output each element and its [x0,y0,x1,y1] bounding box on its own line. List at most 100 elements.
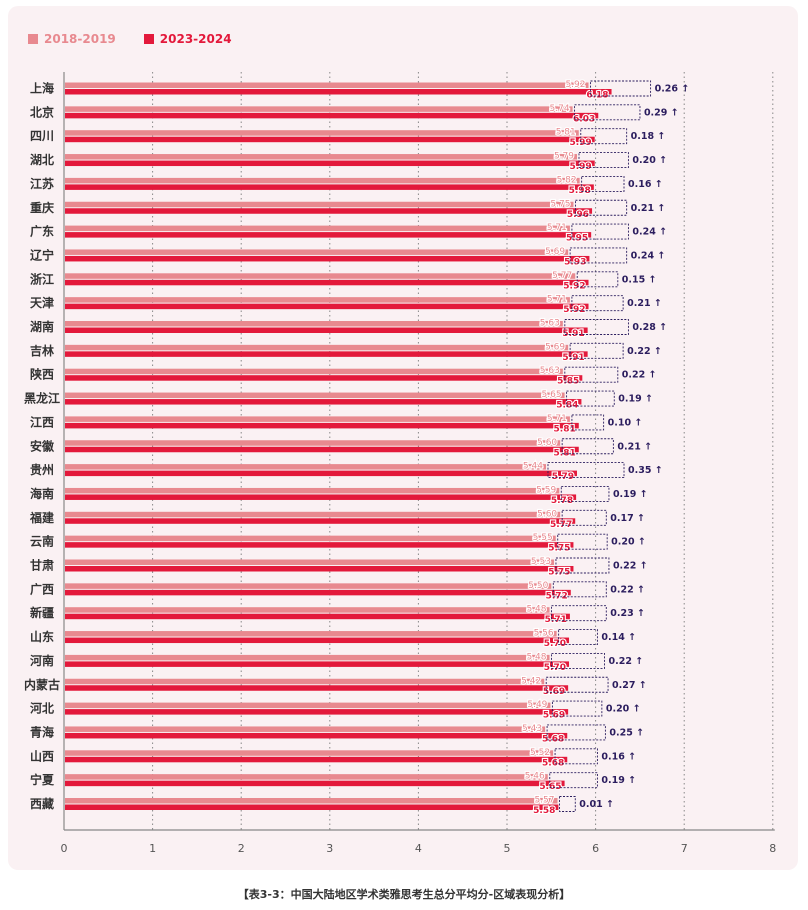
difference-label: 0.27 ↑ [612,680,647,691]
data-label-2018-2019: 5.71 [547,223,567,233]
bar-2023-2024 [65,399,582,405]
difference-label: 0.19 ↑ [601,775,636,786]
bar-2018-2019 [65,654,550,661]
difference-bracket [552,581,607,598]
legend-label-2023: 2023-2024 [159,32,232,46]
bar-2018-2019 [65,440,561,446]
difference-label: 0.19 ↑ [618,394,653,405]
difference-label: 0.10 ↑ [608,417,643,428]
bar-2023-2024 [65,112,599,119]
data-label-2018-2019: 5.65 [542,390,562,400]
data-label-2023-2024: 5.77 [550,520,572,530]
bar-2023-2024 [65,208,593,214]
bar-2023-2024 [65,470,577,477]
category-label: 黑龙江 [24,391,60,406]
bar-2023-2024 [65,89,612,95]
data-label-2018-2019: 5.60 [537,438,557,448]
chart-caption: 【表3-3：中国大陆地区学术类雅思考生总分平均分-区域表现分析】 [237,888,571,901]
bar-2023-2024 [65,184,594,190]
difference-label: 0.28 ↑ [632,322,667,333]
bar-2023-2024 [65,566,574,572]
data-label-2018-2019: 5.69 [545,247,565,257]
category-label: 湖南 [30,319,54,334]
difference-bracket [578,152,629,169]
category-label: 西藏 [30,796,54,811]
data-label-2018-2019: 5.46 [525,772,545,782]
data-label-2018-2019: 5.74 [550,104,570,114]
data-label-2018-2019: 5.49 [527,700,547,710]
data-label-2018-2019: 5.55 [533,533,553,543]
legend-label-2018: 2018-2019 [44,32,116,46]
category-label: 山东 [30,629,54,644]
difference-bracket [555,557,610,574]
x-tick-label: 6 [592,842,599,855]
category-label: 江苏 [30,176,54,191]
bar-2023-2024 [65,756,568,763]
bar-2023-2024 [65,685,569,691]
data-label-2023-2024: 5.70 [544,639,566,649]
x-tick-label: 4 [415,842,422,855]
bar-2023-2024 [65,422,579,429]
bar-2023-2024 [65,732,568,739]
data-label-2018-2019: 5.82 [557,175,577,185]
x-tick-label: 1 [149,842,156,855]
category-label: 青海 [30,724,54,739]
data-label-2023-2024: 5.81 [554,424,576,434]
bar-2018-2019 [65,702,551,709]
x-tick-label: 5 [504,842,511,855]
bar-2018-2019 [65,130,579,136]
bar-2018-2019 [65,750,554,756]
difference-label: 0.22 ↑ [613,561,648,572]
difference-bracket [580,128,628,145]
category-label: 广东 [30,224,54,239]
bar-2023-2024 [65,303,589,310]
bar-2018-2019 [65,82,589,88]
data-label-2023-2024: 5.69 [543,711,565,721]
data-label-2023-2024: 5.91 [562,353,584,363]
category-label: 上海 [30,81,54,96]
difference-bracket [551,700,603,717]
data-label-2023-2024: 6.03 [573,114,595,124]
bar-2018-2019 [65,392,565,399]
bar-2023-2024 [65,160,595,167]
data-label-2018-2019: 5.48 [526,652,546,662]
difference-label: 0.15 ↑ [622,274,657,285]
data-label-2023-2024: 5.58 [533,806,555,816]
data-label-2023-2024: 5.71 [545,615,567,625]
difference-bracket [571,295,624,312]
legend-item-2018: 2018-2019 [28,32,116,46]
difference-bracket [554,748,598,765]
category-label: 宁夏 [30,772,55,787]
data-label-2018-2019: 5.56 [534,629,554,639]
bar-2018-2019 [65,535,556,542]
data-label-2023-2024: 5.69 [543,687,565,697]
difference-label: 0.20 ↑ [611,537,646,548]
data-label-2018-2019: 5.92 [565,80,585,90]
data-label-2023-2024: 5.98 [569,186,591,196]
data-label-2023-2024: 5.68 [542,758,564,768]
data-label-2023-2024: 5.65 [539,782,561,792]
category-label: 河南 [29,653,54,668]
difference-label: 0.24 ↑ [632,227,667,238]
x-tick-label: 0 [61,842,68,855]
category-label: 云南 [30,534,54,549]
difference-label: 0.16 ↑ [601,751,636,762]
difference-label: 0.29 ↑ [644,107,679,118]
category-label: 甘肃 [30,558,54,573]
difference-bracket [571,223,629,240]
bar-2023-2024 [65,446,579,453]
category-label: 内蒙古 [24,677,60,692]
bar-2023-2024 [65,351,588,357]
bar-2018-2019 [65,487,560,494]
x-tick-label: 2 [238,842,245,855]
bar-2023-2024 [65,709,569,715]
difference-bracket [574,104,641,121]
difference-label: 0.25 ↑ [609,727,644,738]
category-label: 重庆 [30,200,54,215]
data-label-2018-2019: 5.42 [521,676,541,686]
bar-2018-2019 [65,249,569,255]
bar-2023-2024 [65,542,574,548]
data-label-2023-2024: 5.91 [562,329,584,339]
data-label-2018-2019: 5.52 [530,748,550,758]
